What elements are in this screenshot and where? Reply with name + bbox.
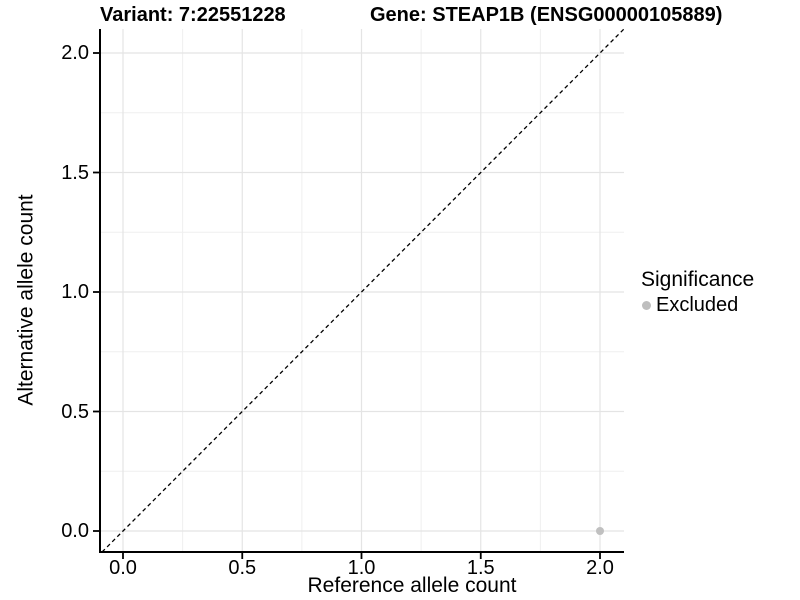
x-tick-label: 1.5: [466, 557, 495, 579]
y-tick-label: 1.5: [61, 161, 89, 184]
y-axis-title: Alternative allele count: [14, 194, 38, 406]
y-tick-label: 2.0: [61, 42, 89, 64]
x-tick-label: 1.0: [347, 557, 376, 579]
legend-title: Significance: [641, 268, 755, 291]
y-tick-label: 0.5: [61, 400, 89, 423]
x-tick-label: 0.0: [109, 557, 137, 579]
plot-title-gene: Gene: STEAP1B (ENSG00000105889): [370, 4, 723, 26]
y-tick-label: 0.0: [61, 520, 89, 542]
legend-entry-label: Excluded: [656, 294, 739, 316]
legend-entry-excluded: Excluded: [642, 294, 754, 316]
data-point: [596, 527, 604, 535]
legend-key-dot: [642, 300, 651, 310]
legend: Significance Excluded: [641, 268, 754, 316]
x-tick-label: 2.0: [586, 557, 614, 579]
plot-title-variant: Variant: 7:22551228: [100, 4, 286, 26]
x-axis-title: Reference allele count: [307, 574, 517, 597]
y-tick-label: 1.0: [61, 281, 89, 303]
x-tick-label: 0.5: [228, 557, 257, 579]
